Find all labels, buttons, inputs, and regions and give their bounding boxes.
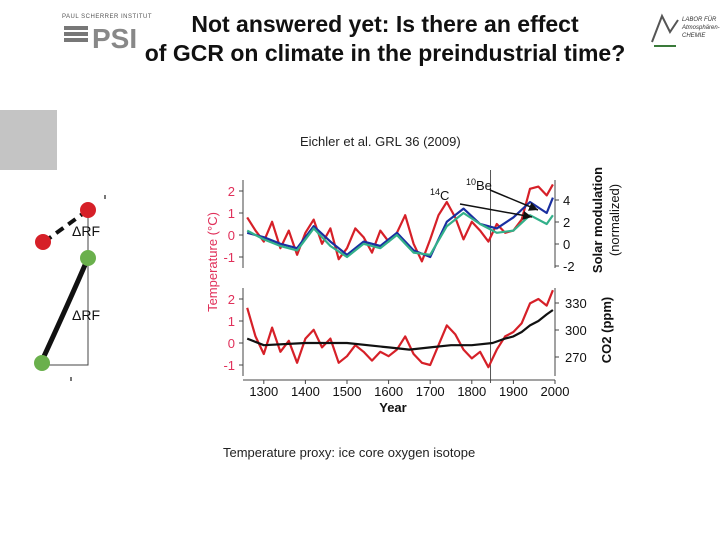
co2-axis-label: CO2 (ppm) [599,297,614,363]
bottom-right-tick-label: 330 [565,296,587,311]
lac-logo: LABOR FÜR Atmosphären- CHEMIE [648,12,720,52]
rf-node-green-bottom [34,355,50,371]
psi-logo-letters: PSI [92,23,137,54]
x-tick-label: 1300 [249,384,278,399]
x-tick-label: 1600 [374,384,403,399]
bottom-right-tick-label: 270 [565,350,587,365]
bottom-left-tick-label: 0 [228,336,235,351]
lac-logo-text: LABOR FÜR Atmosphären- CHEMIE [682,17,720,39]
left-y-axis-label: Temperature (°C) [205,212,220,312]
bottom-series-temperature [246,289,554,369]
bottom-left-tick-label: 2 [228,292,235,307]
top-left-tick-label: 2 [228,184,235,199]
caption: Temperature proxy: ice core oxygen isoto… [223,445,476,460]
bottom-left-tick-label: 1 [228,314,235,329]
lac-logo-icon [651,13,679,47]
psi-logo: PAUL SCHERRER INSTITUT PSI [62,14,154,56]
slide-title: Not answered yet: Is there an effect of … [60,10,710,68]
arrow-10be [489,189,539,211]
top-series-10be [246,211,554,259]
bottom-left-tick-label: -1 [223,358,235,373]
rf-node-green-mid [80,250,96,266]
top-right-tick-label: -2 [563,259,575,274]
top-right-tick-label: 0 [563,237,570,252]
solar-normalized-label: (normalized) [607,184,622,256]
title-line-1: Not answered yet: Is there an effect [191,11,579,37]
rf-dashed-path [42,208,90,244]
radiative-forcing-diagram: ΔRF ΔRF [34,195,106,381]
gray-placeholder-box [0,110,57,170]
bottom-series-co2 [246,309,554,351]
annotation-14c: 14C [430,187,449,203]
psi-logo-caption: PAUL SCHERRER INSTITUT [62,14,153,20]
solar-modulation-label: Solar modulation [590,167,605,273]
rf-connector-2 [40,258,89,366]
rf-curve [37,257,91,367]
top-left-tick-label: 0 [228,228,235,243]
rf-node-red-left [35,234,51,250]
top-left-tick-label: 1 [228,206,235,221]
arrow-14c [459,203,533,220]
x-tick-label: 1500 [333,384,362,399]
top-left-tick-label: -1 [223,250,235,265]
x-tick-label: 1400 [291,384,320,399]
rf-label-top: ΔRF [72,223,100,239]
rf-label-bottom: ΔRF [72,307,100,323]
top-right-tick-label: 2 [563,215,570,230]
citation: Eichler et al. GRL 36 (2009) [300,134,461,149]
x-tick-label: 2000 [541,384,570,399]
x-tick-label: 1900 [499,384,528,399]
x-axis-label: Year [379,400,406,415]
title-line-2: of GCR on climate in the preindustrial t… [144,40,626,66]
annotation-10be: 10Be [466,177,492,193]
bottom-right-tick-label: 300 [565,323,587,338]
x-tick-label: 1800 [457,384,486,399]
top-series-14c [246,197,554,259]
rf-node-red-top [80,202,96,218]
top-right-tick-label: 4 [563,193,570,208]
x-tick-label: 1700 [416,384,445,399]
psi-logo-mark: PSI [64,23,137,54]
